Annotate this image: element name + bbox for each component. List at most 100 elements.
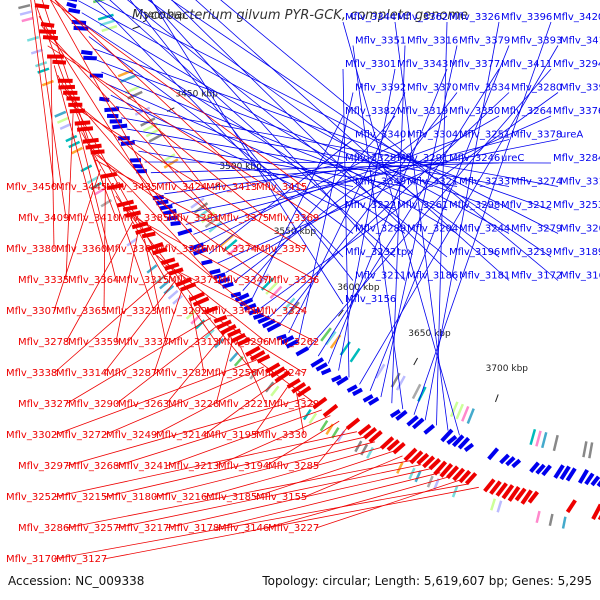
leader-line-forward xyxy=(195,0,510,281)
leader-line-reverse xyxy=(49,0,155,188)
kbp-label: 3650 kbp xyxy=(408,329,451,339)
cog-bar xyxy=(59,122,72,131)
cog-bar xyxy=(411,383,422,400)
leader-line-forward xyxy=(260,92,559,309)
reverse-gene xyxy=(363,427,378,440)
gene-label-reverse: Mflv_3287 xyxy=(106,368,157,379)
leader-line-reverse xyxy=(53,431,357,498)
reverse-gene xyxy=(446,465,460,480)
reverse-gene xyxy=(230,332,247,343)
forward-gene xyxy=(577,468,589,484)
leader-line-reverse xyxy=(144,238,167,343)
cog-bar xyxy=(249,368,259,380)
leader-line-forward xyxy=(88,36,354,234)
leader-line-reverse xyxy=(103,279,177,374)
forward-gene xyxy=(177,228,193,236)
forward-gene xyxy=(170,220,181,226)
forward-gene xyxy=(104,107,120,113)
gene-label-forward: Mflv_3362 xyxy=(397,12,448,23)
reverse-gene xyxy=(151,247,168,256)
gene-label-reverse: Mflv_3335 xyxy=(18,275,69,286)
reverse-gene xyxy=(565,499,577,514)
leader-line-reverse xyxy=(60,84,205,250)
kbp-tick xyxy=(413,357,419,366)
gene-label-reverse: Mflv_3413 xyxy=(206,182,257,193)
reverse-gene xyxy=(433,460,448,476)
cog-bar xyxy=(308,412,318,425)
leader-line-forward xyxy=(78,0,510,234)
leader-line-reverse xyxy=(65,221,133,343)
leader-line-reverse xyxy=(315,479,460,529)
cog-bar xyxy=(163,284,175,295)
forward-gene xyxy=(499,453,510,465)
forward-gene xyxy=(162,208,177,216)
reverse-gene xyxy=(312,396,328,410)
forward-gene xyxy=(315,362,328,372)
leader-line-reverse xyxy=(247,353,317,405)
cog-bar xyxy=(366,446,374,459)
gene-label-reverse: Mflv_3323 xyxy=(106,306,157,317)
leader-line-reverse xyxy=(203,379,281,436)
gene-label-forward: Mflv_3378 xyxy=(511,130,562,141)
cog-bar xyxy=(496,500,503,513)
gene-label-forward: Mflv_3377 xyxy=(449,59,500,70)
accession-label: Accession: NC_009338 xyxy=(8,574,145,588)
cog-bar xyxy=(26,35,40,42)
cog-bar xyxy=(97,13,114,21)
gene-label-forward: Mflv_3304 xyxy=(407,130,458,141)
gene-label-forward: Mflv_3284 xyxy=(553,153,600,164)
leader-line-forward xyxy=(101,71,448,211)
leader-line-reverse xyxy=(110,186,155,312)
cog-bar xyxy=(142,122,159,133)
leader-line-forward xyxy=(307,68,552,349)
cog-bar xyxy=(41,79,54,87)
forward-gene xyxy=(565,467,577,482)
gene-label-forward: Mflv_3274 xyxy=(511,177,562,188)
cog-bar xyxy=(561,516,567,529)
reverse-gene xyxy=(527,490,540,504)
cog-bar xyxy=(127,90,143,100)
gene-label-forward: Mflv_3412 xyxy=(560,36,600,47)
gene-label-forward: Mflv_3222 xyxy=(345,200,396,211)
gene-label-forward: Mflv_3253 xyxy=(553,200,600,211)
leader-line-reverse xyxy=(265,476,450,529)
cog-bar xyxy=(204,328,215,339)
gene-label-forward: Mflv_3232 xyxy=(345,247,396,258)
reverse-gene xyxy=(458,469,472,484)
cog-bar xyxy=(490,498,497,511)
gene-label-reverse: Mflv_3216 xyxy=(156,492,207,503)
gene-label-forward: ureA xyxy=(560,130,583,141)
leader-line-forward xyxy=(298,92,354,341)
leader-line-reverse xyxy=(115,403,314,467)
gene-label-reverse: Mflv_3241 xyxy=(118,461,169,472)
leader-line-forward xyxy=(138,150,354,187)
kbp-tick xyxy=(495,394,499,403)
reverse-gene xyxy=(188,291,205,302)
cog-bar xyxy=(535,430,542,447)
gene-label-forward: Mflv_3189 xyxy=(553,247,600,258)
leader-line-forward xyxy=(288,92,406,334)
leader-line-reverse xyxy=(85,141,217,281)
forward-gene xyxy=(261,318,276,329)
gene-label-reverse: Mflv_3424 xyxy=(156,182,207,193)
gene-label-reverse: Mflv_3262 xyxy=(268,337,319,348)
gene-label-forward: ureC xyxy=(501,153,524,164)
gene-label-reverse: Mflv_3292 xyxy=(156,306,207,317)
cog-bar xyxy=(167,289,179,300)
reverse-gene xyxy=(34,3,50,10)
genome-summary: Topology: circular; Length: 5,619,607 bp… xyxy=(262,574,592,588)
reverse-gene xyxy=(160,257,176,266)
leader-line-reverse xyxy=(34,0,67,219)
gene-label-reverse: Mflv_3272 xyxy=(56,430,107,441)
cog-bar xyxy=(548,513,554,527)
forward-gene xyxy=(406,415,419,427)
cog-bar xyxy=(535,510,541,524)
gene-label-forward: Mflv_3350 xyxy=(449,106,500,117)
leader-line-forward xyxy=(225,115,500,273)
forward-gene xyxy=(389,409,401,419)
cog-bar xyxy=(172,294,183,305)
leader-line-forward xyxy=(185,139,510,225)
gene-label-forward: Mflv_3376 xyxy=(553,106,600,117)
gene-label-reverse: Mflv_3221 xyxy=(218,399,269,410)
leader-line-reverse xyxy=(196,302,255,374)
